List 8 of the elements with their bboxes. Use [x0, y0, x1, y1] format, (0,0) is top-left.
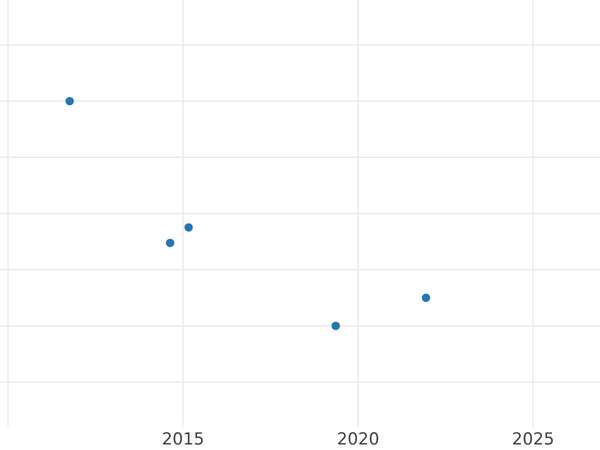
point — [65, 96, 74, 106]
point — [422, 294, 430, 302]
point — [332, 322, 340, 330]
point — [184, 223, 193, 232]
x-tick-label: 2025 — [513, 432, 553, 445]
x-tick-label: 2020 — [338, 432, 378, 445]
point — [166, 238, 174, 248]
x-tick-label: 2015 — [163, 432, 203, 445]
